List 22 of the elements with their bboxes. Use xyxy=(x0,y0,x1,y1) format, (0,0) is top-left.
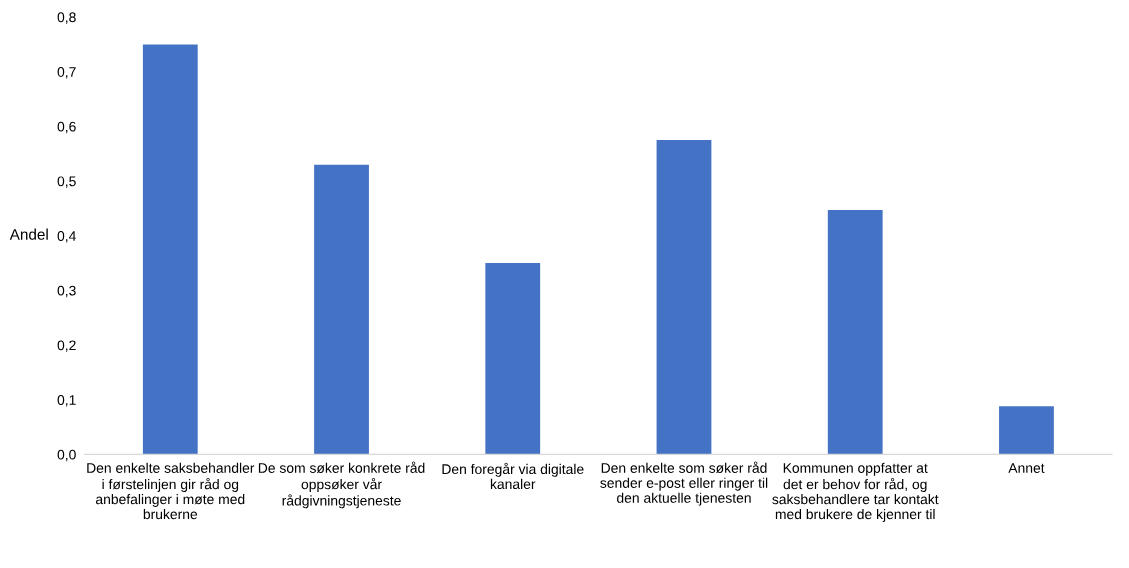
bar xyxy=(485,263,541,455)
bar xyxy=(656,140,712,455)
bar xyxy=(999,406,1054,455)
x-tick-label: Den enkelte saksbehandler i førstelinjen gir råd og anbefalinger i møte med brukerne xyxy=(87,462,255,520)
x-tick-label: Den foregår via digitale kanaler xyxy=(442,462,584,490)
y-tick-label: 0,4 xyxy=(57,231,76,243)
y-tick-label: 0,1 xyxy=(57,395,76,407)
y-tick-label: 0,0 xyxy=(57,449,76,462)
y-tick-label: 0,6 xyxy=(57,121,76,134)
y-tick-label: 0,2 xyxy=(57,340,76,352)
y-tick-label: 0,5 xyxy=(57,176,76,188)
bar xyxy=(314,164,369,455)
y-tick-label: 0,8 xyxy=(57,12,76,24)
bar xyxy=(142,44,198,455)
x-tick-label: Den enkelte som søker råd sender e-post eller ringer til den aktuelle tjenesten xyxy=(600,461,768,506)
x-tick-label: Annet xyxy=(1008,463,1045,473)
x-tick-label: De som søker konkrete råd oppsøker vår rådgivningstjeneste xyxy=(258,461,425,509)
y-tick-label: 0,3 xyxy=(57,285,76,298)
y-tick-label: 0,7 xyxy=(57,67,76,79)
x-tick-label: Kommunen oppfatter at det er behov for råd, og saksbehandlere tar kontakt med brukere de kjenner til xyxy=(772,462,939,522)
y-axis-title: Andel xyxy=(9,228,48,240)
bar xyxy=(827,210,883,455)
